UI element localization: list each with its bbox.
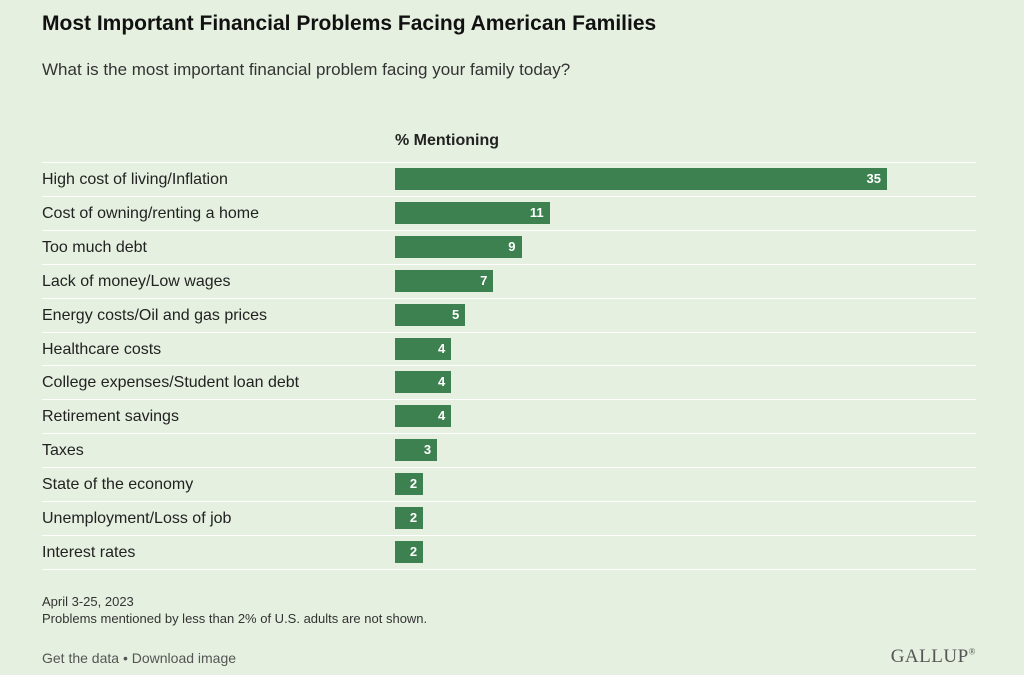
bar-value-label: 4 [437, 374, 446, 390]
row-divider [42, 365, 976, 367]
bar-value-label: 7 [480, 272, 488, 288]
gallup-logo: GALLUP® [891, 646, 976, 668]
bar-value-label: 2 [409, 476, 418, 492]
category-label: Energy costs/Oil and gas prices [42, 306, 267, 324]
bar: 2 [395, 473, 424, 496]
survey-date: April 3-25, 2023 [42, 594, 134, 609]
footer-separator: • [122, 650, 128, 666]
row-divider [42, 399, 976, 401]
row-divider [42, 467, 976, 469]
registered-mark: ® [968, 646, 976, 657]
category-label: Taxes [42, 442, 84, 460]
bar-value-label: 4 [437, 408, 446, 424]
bar: 5 [395, 303, 466, 326]
download-image-link[interactable]: Download image [131, 650, 237, 666]
category-label: Too much debt [42, 238, 147, 256]
bar: 4 [395, 337, 452, 360]
gallup-logo-text: GALLUP [890, 646, 969, 667]
bar-value-label: 9 [508, 238, 516, 254]
category-label: State of the economy [42, 476, 194, 494]
chart-subtitle: What is the most important financial pro… [42, 60, 571, 79]
row-divider [42, 297, 976, 299]
footer-links: Get the data • Download image [42, 650, 236, 666]
row-divider [42, 195, 976, 197]
bar: 7 [395, 269, 494, 292]
bar-value-label: 2 [409, 543, 418, 559]
bar: 11 [395, 201, 550, 224]
bar-value-label: 35 [866, 171, 881, 186]
category-label: Interest rates [42, 543, 136, 561]
row-divider [42, 433, 976, 435]
row-divider [42, 534, 976, 536]
bar: 4 [395, 371, 452, 394]
get-data-link[interactable]: Get the data [42, 650, 120, 666]
bar: 2 [395, 540, 424, 563]
category-label: Lack of money/Low wages [42, 272, 231, 290]
row-divider [42, 229, 976, 231]
row-divider [42, 263, 976, 265]
row-divider [42, 568, 976, 570]
bar-value-label: 3 [423, 442, 432, 458]
bar-value-label: 2 [409, 510, 418, 525]
bar: 3 [395, 439, 438, 462]
row-divider [42, 331, 976, 333]
category-label: Unemployment/Loss of job [42, 510, 232, 527]
value-column-header: % Mentioning [395, 132, 499, 149]
bar: 35 [395, 168, 887, 190]
category-label: Cost of owning/renting a home [42, 204, 260, 222]
row-divider [42, 162, 976, 163]
bar-value-label: 11 [529, 204, 544, 220]
chart-title: Most Important Financial Problems Facing… [42, 12, 657, 35]
bar-value-label: 4 [437, 340, 446, 356]
bar: 9 [395, 235, 522, 258]
category-label: High cost of living/Inflation [42, 171, 228, 188]
category-label: Retirement savings [42, 408, 179, 426]
bar: 4 [395, 405, 452, 428]
category-label: College expenses/Student loan debt [42, 374, 300, 392]
bar-value-label: 5 [452, 306, 460, 322]
footnote: Problems mentioned by less than 2% of U.… [42, 611, 428, 626]
category-label: Healthcare costs [42, 340, 162, 358]
row-divider [42, 501, 976, 502]
bar: 2 [395, 507, 424, 529]
